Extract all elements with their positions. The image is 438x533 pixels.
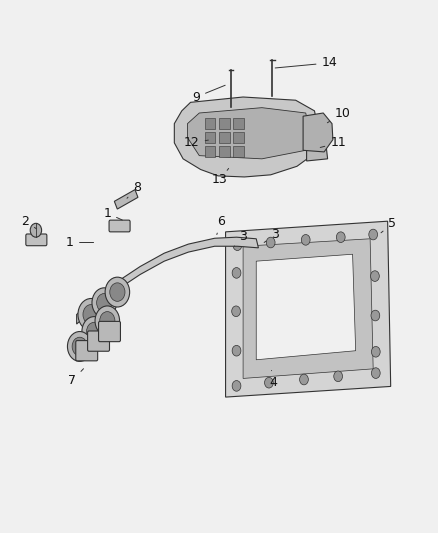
Bar xyxy=(205,146,215,157)
Polygon shape xyxy=(303,113,333,152)
Bar xyxy=(233,118,244,129)
Polygon shape xyxy=(307,134,328,161)
Polygon shape xyxy=(187,108,310,159)
Bar xyxy=(205,132,215,143)
Circle shape xyxy=(92,288,117,318)
Text: 1: 1 xyxy=(66,236,94,249)
Circle shape xyxy=(83,304,99,325)
Circle shape xyxy=(110,283,125,301)
Text: 6: 6 xyxy=(217,215,225,235)
Circle shape xyxy=(105,277,130,307)
Circle shape xyxy=(232,381,241,391)
Text: 13: 13 xyxy=(212,168,229,186)
Circle shape xyxy=(97,294,112,312)
Circle shape xyxy=(371,310,380,321)
Polygon shape xyxy=(226,221,391,397)
Polygon shape xyxy=(114,190,138,209)
Text: 2: 2 xyxy=(21,215,36,229)
Text: 5: 5 xyxy=(381,217,396,233)
Polygon shape xyxy=(256,254,356,360)
Circle shape xyxy=(232,268,241,278)
Bar xyxy=(219,132,230,143)
Bar xyxy=(205,118,215,129)
FancyBboxPatch shape xyxy=(109,220,130,232)
Polygon shape xyxy=(174,97,319,177)
Circle shape xyxy=(67,332,92,361)
Circle shape xyxy=(30,223,42,237)
Text: 10: 10 xyxy=(327,107,350,123)
Circle shape xyxy=(100,312,115,330)
Circle shape xyxy=(82,317,106,346)
Circle shape xyxy=(301,235,310,245)
Text: 8: 8 xyxy=(127,181,141,198)
Text: 3: 3 xyxy=(234,230,247,246)
Bar xyxy=(219,118,230,129)
Text: 11: 11 xyxy=(320,136,346,149)
Circle shape xyxy=(87,322,102,341)
FancyBboxPatch shape xyxy=(88,331,110,351)
Polygon shape xyxy=(77,237,258,324)
Text: 12: 12 xyxy=(184,136,208,149)
Bar xyxy=(219,146,230,157)
Circle shape xyxy=(371,368,380,378)
Circle shape xyxy=(78,298,104,330)
Circle shape xyxy=(371,346,380,357)
Text: 1: 1 xyxy=(103,207,122,220)
Text: 7: 7 xyxy=(68,369,84,387)
FancyBboxPatch shape xyxy=(76,341,98,361)
Circle shape xyxy=(232,345,241,356)
Text: 3: 3 xyxy=(264,228,279,243)
Polygon shape xyxy=(243,239,373,378)
Circle shape xyxy=(265,377,273,388)
Circle shape xyxy=(369,229,378,240)
Circle shape xyxy=(336,232,345,243)
Circle shape xyxy=(334,371,343,382)
Text: 14: 14 xyxy=(275,56,337,69)
Circle shape xyxy=(371,271,379,281)
Circle shape xyxy=(266,237,275,248)
Circle shape xyxy=(232,306,240,317)
Circle shape xyxy=(95,306,120,336)
Bar xyxy=(233,146,244,157)
FancyBboxPatch shape xyxy=(26,234,47,246)
Circle shape xyxy=(72,337,87,356)
FancyBboxPatch shape xyxy=(99,321,120,342)
Bar xyxy=(233,132,244,143)
Text: 9: 9 xyxy=(192,85,225,103)
Text: 4: 4 xyxy=(270,370,278,389)
Circle shape xyxy=(233,240,242,251)
Circle shape xyxy=(300,374,308,385)
